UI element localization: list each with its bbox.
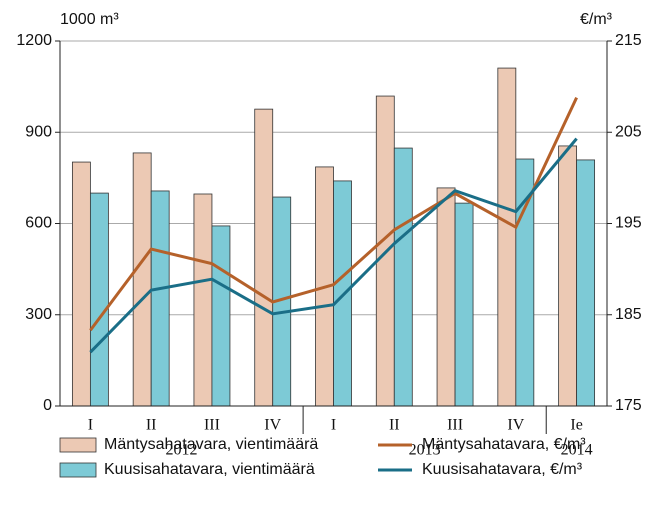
y-axis-label: 1000 m³ [60,11,119,28]
legend-label: Kuusisahatavara, vientimäärä [104,461,315,478]
y2-tick-label: 215 [615,32,642,49]
y2-tick-label: 185 [615,306,642,323]
legend-label: Mäntysahatavara, €/m³ [422,436,586,453]
bar [333,180,352,407]
x-tick-label: I [88,417,93,434]
x-tick-label: II [146,417,157,434]
y2-tick-label: 195 [615,215,642,232]
bar [436,187,456,407]
bar [150,190,170,407]
x-tick-label: II [389,417,400,434]
bar [211,225,231,407]
y-tick-label: 0 [43,397,52,414]
x-tick-label: IV [264,417,281,434]
x-tick-label: III [447,417,463,434]
bar [254,108,274,407]
x-tick-label: I [331,417,336,434]
y-tick-label: 600 [25,215,52,232]
legend-label: Kuusisahatavara, €/m³ [422,461,583,478]
y-tick-label: 1200 [16,32,52,49]
x-tick-label: Ie [570,417,582,434]
bar [89,192,109,407]
legend-label: Mäntysahatavara, vientimäärä [104,436,318,453]
y-tick-label: 900 [25,123,52,140]
bar [497,67,517,407]
legend-swatch [59,462,97,478]
line [89,137,578,354]
bar [454,202,474,407]
bar [558,145,578,407]
bar [71,161,91,407]
group-label: 2013 [409,442,441,459]
bar [132,152,152,407]
y2-tick-label: 175 [615,397,642,414]
y-tick-label: 300 [25,306,52,323]
bar [193,193,213,407]
x-tick-label: III [204,417,220,434]
legend-swatch [59,437,97,453]
group-label: 2014 [561,442,593,459]
bar [393,147,413,407]
group-label: 2012 [166,442,198,459]
y2-axis-label: €/m³ [580,11,613,28]
bar [576,159,596,407]
line [89,96,578,332]
y2-tick-label: 205 [615,123,642,140]
x-tick-label: IV [507,417,524,434]
